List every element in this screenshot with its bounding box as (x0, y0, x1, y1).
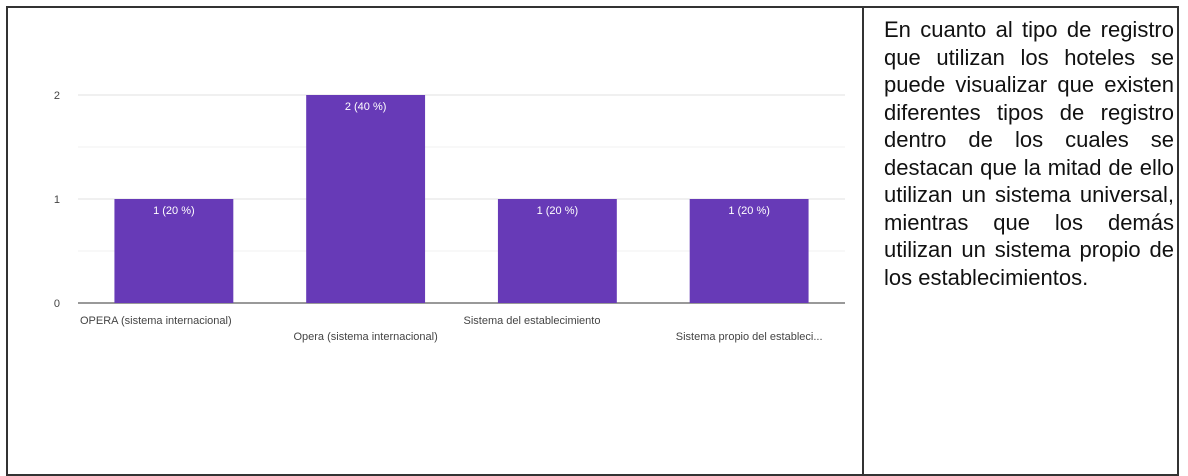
bar-data-label: 1 (20 %) (537, 205, 579, 217)
bar-data-label: 1 (20 %) (153, 205, 195, 217)
bar-data-label: 2 (40 %) (345, 101, 387, 113)
description-text: En cuanto al tipo de registro que utiliz… (884, 17, 1174, 290)
bar (114, 199, 234, 303)
x-category-label: Sistema propio del estableci... (676, 331, 823, 343)
x-category-label: Sistema del establecimiento (464, 315, 601, 327)
x-category-label: Opera (sistema internacional) (293, 331, 437, 343)
x-category-label: OPERA (sistema internacional) (80, 315, 232, 327)
bar-data-label: 1 (20 %) (728, 205, 770, 217)
bar (689, 199, 809, 303)
column-divider (862, 6, 864, 476)
y-tick-label: 2 (54, 90, 60, 102)
bars (114, 95, 809, 303)
labels: 0 1 2 1 (20 %) OPERA (sistema internacional)… (54, 90, 823, 343)
bar-chart: 0 1 2 1 (20 %) OPERA (sistema internacional)… (54, 90, 845, 343)
y-tick-label: 0 (54, 298, 60, 310)
bar (497, 199, 617, 303)
bar (306, 95, 426, 303)
y-tick-label: 1 (54, 194, 60, 206)
